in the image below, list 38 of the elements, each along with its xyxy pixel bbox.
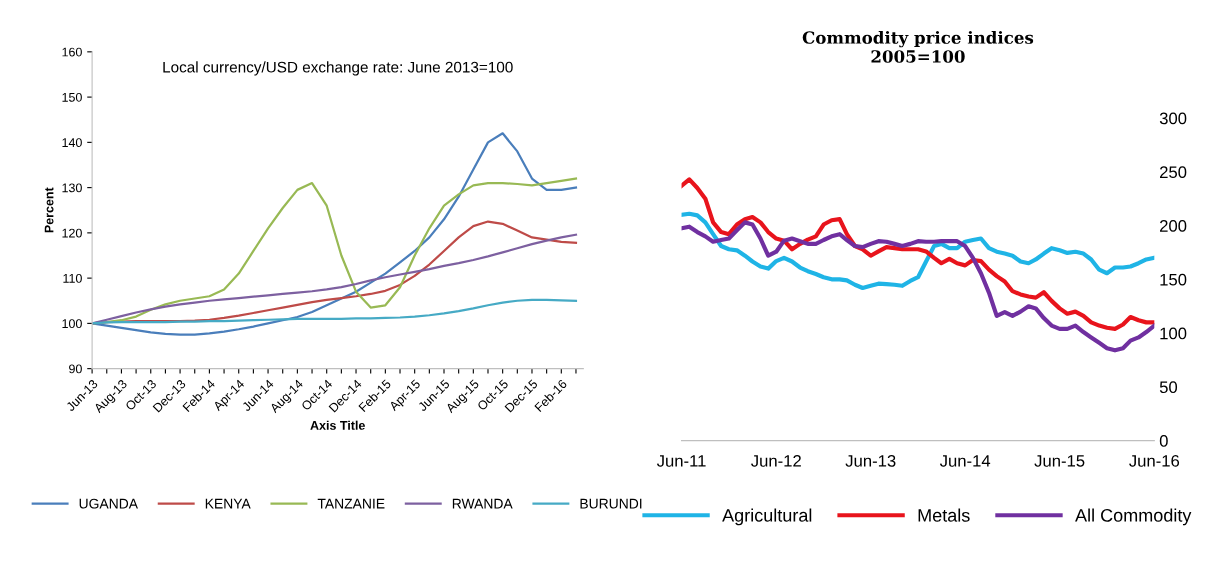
x-tick-label: Jun-15 (1034, 455, 1085, 467)
line-series (92, 298, 578, 325)
text: Local currency/USD exchange rate: June 2013=100 (163, 61, 513, 76)
x-tick-label: Jun-14 (939, 455, 991, 467)
legend-label: BURUNDI (580, 498, 642, 509)
legend-label: UGANDA (79, 498, 138, 509)
line-series (681, 177, 1155, 331)
y-tick-label: 140 (62, 138, 82, 148)
x-tick-label: Jun-11 (656, 455, 706, 467)
y-tick-label: 120 (62, 228, 82, 238)
y-tick-label: 0 (1159, 435, 1168, 447)
legend-label: TANZANIE (317, 498, 385, 509)
y-tick-label: 50 (1159, 381, 1178, 394)
chart-title: Commodity price indices 2005=100 (802, 30, 1034, 63)
legend-label: Metals (918, 508, 970, 522)
legend-label: All Commodity (1075, 508, 1192, 526)
y-tick-label: 300 (1159, 112, 1187, 125)
line-series (681, 211, 1155, 291)
line-series (681, 220, 1155, 353)
x-tick-label: Jun-13 (845, 454, 896, 467)
legend-label: KENYA (205, 498, 251, 509)
y-tick-label: 160 (62, 47, 82, 57)
x-tick-label: Jun-16 (1129, 454, 1180, 467)
y-tick-label: 200 (1160, 220, 1187, 232)
y-tick-label: 150 (62, 92, 82, 102)
legend-label: RWANDA (452, 498, 513, 509)
y-tick-label: 150 (1160, 273, 1187, 286)
y-axis-title: Percent (44, 187, 54, 233)
line-series (92, 132, 578, 336)
y-tick-label: 100 (62, 319, 82, 329)
x-tick-label: Jun-12 (751, 454, 801, 467)
y-tick-label: 90 (69, 364, 82, 374)
legend-label: Agricultural (722, 508, 812, 526)
y-tick-label: 130 (62, 183, 82, 193)
y-tick-label: 250 (1160, 166, 1187, 179)
x-axis-title: Axis Title (310, 420, 365, 430)
y-tick-label: 100 (1160, 327, 1187, 340)
y-tick-label: 110 (63, 273, 82, 283)
